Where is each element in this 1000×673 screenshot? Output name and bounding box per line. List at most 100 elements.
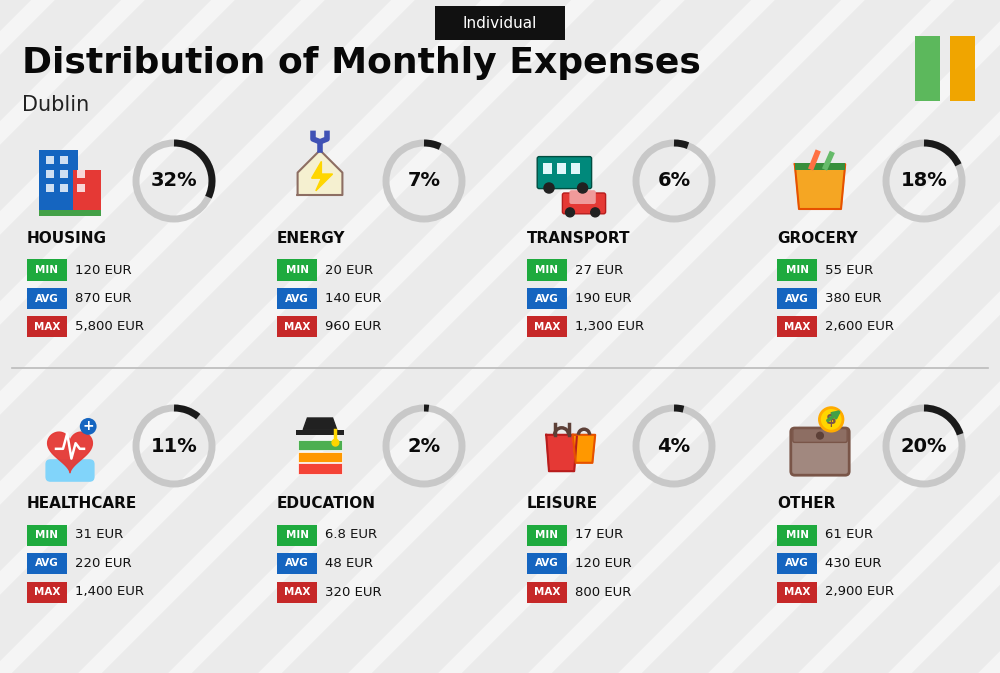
- FancyBboxPatch shape: [777, 288, 817, 309]
- Text: MAX: MAX: [784, 322, 810, 332]
- FancyBboxPatch shape: [27, 288, 67, 309]
- Text: AVG: AVG: [785, 559, 809, 569]
- Text: HEALTHCARE: HEALTHCARE: [27, 497, 137, 511]
- Polygon shape: [546, 435, 577, 471]
- FancyBboxPatch shape: [77, 170, 85, 178]
- Circle shape: [591, 208, 600, 217]
- FancyBboxPatch shape: [277, 524, 317, 546]
- Text: 190 EUR: 190 EUR: [575, 292, 632, 305]
- FancyBboxPatch shape: [298, 463, 342, 474]
- Text: MAX: MAX: [34, 322, 60, 332]
- FancyBboxPatch shape: [27, 316, 67, 337]
- FancyBboxPatch shape: [793, 429, 847, 442]
- Circle shape: [544, 183, 554, 193]
- Circle shape: [332, 439, 339, 446]
- FancyBboxPatch shape: [571, 164, 580, 174]
- FancyBboxPatch shape: [60, 170, 68, 178]
- FancyBboxPatch shape: [527, 581, 567, 602]
- FancyBboxPatch shape: [45, 459, 95, 482]
- Text: EDUCATION: EDUCATION: [277, 497, 376, 511]
- FancyBboxPatch shape: [277, 316, 317, 337]
- FancyBboxPatch shape: [27, 260, 67, 281]
- FancyBboxPatch shape: [298, 440, 342, 450]
- Polygon shape: [298, 150, 342, 195]
- Polygon shape: [573, 435, 595, 463]
- FancyBboxPatch shape: [791, 428, 849, 475]
- Text: MIN: MIN: [36, 530, 58, 540]
- FancyBboxPatch shape: [562, 193, 606, 214]
- FancyBboxPatch shape: [777, 316, 817, 337]
- FancyBboxPatch shape: [915, 36, 940, 100]
- FancyBboxPatch shape: [527, 524, 567, 546]
- Text: 2,900 EUR: 2,900 EUR: [825, 586, 894, 598]
- Text: MAX: MAX: [284, 587, 310, 597]
- Text: MAX: MAX: [784, 587, 810, 597]
- FancyBboxPatch shape: [277, 260, 317, 281]
- Text: 18%: 18%: [901, 172, 947, 190]
- Circle shape: [819, 408, 843, 431]
- Text: 800 EUR: 800 EUR: [575, 586, 631, 598]
- FancyBboxPatch shape: [46, 156, 54, 164]
- FancyBboxPatch shape: [777, 524, 817, 546]
- Text: TRANSPORT: TRANSPORT: [527, 232, 631, 246]
- Text: AVG: AVG: [535, 559, 559, 569]
- FancyBboxPatch shape: [777, 581, 817, 602]
- Polygon shape: [303, 418, 337, 430]
- Text: 61 EUR: 61 EUR: [825, 528, 873, 542]
- Text: HOUSING: HOUSING: [27, 232, 107, 246]
- Text: 6.8 EUR: 6.8 EUR: [325, 528, 377, 542]
- Text: 55 EUR: 55 EUR: [825, 264, 873, 277]
- FancyBboxPatch shape: [277, 553, 317, 574]
- FancyBboxPatch shape: [27, 581, 67, 602]
- Text: 140 EUR: 140 EUR: [325, 292, 382, 305]
- Text: 4%: 4%: [657, 437, 691, 456]
- FancyBboxPatch shape: [46, 184, 54, 192]
- FancyBboxPatch shape: [777, 260, 817, 281]
- Text: 31 EUR: 31 EUR: [75, 528, 123, 542]
- Text: $: $: [826, 412, 837, 427]
- Circle shape: [817, 432, 823, 439]
- FancyBboxPatch shape: [27, 524, 67, 546]
- Text: +: +: [82, 419, 94, 433]
- Text: MAX: MAX: [34, 587, 60, 597]
- Circle shape: [566, 208, 574, 217]
- FancyBboxPatch shape: [557, 164, 566, 174]
- Text: MIN: MIN: [286, 530, 309, 540]
- Text: Distribution of Monthly Expenses: Distribution of Monthly Expenses: [22, 46, 701, 80]
- Text: 320 EUR: 320 EUR: [325, 586, 382, 598]
- Text: 120 EUR: 120 EUR: [575, 557, 632, 570]
- Text: AVG: AVG: [35, 293, 59, 304]
- Text: OTHER: OTHER: [777, 497, 835, 511]
- Text: Individual: Individual: [463, 15, 537, 30]
- Text: 48 EUR: 48 EUR: [325, 557, 373, 570]
- FancyBboxPatch shape: [298, 452, 342, 462]
- Text: AVG: AVG: [35, 559, 59, 569]
- FancyBboxPatch shape: [39, 150, 78, 212]
- Text: AVG: AVG: [535, 293, 559, 304]
- Text: MIN: MIN: [786, 265, 809, 275]
- Text: 32%: 32%: [151, 172, 197, 190]
- Text: 380 EUR: 380 EUR: [825, 292, 882, 305]
- Text: AVG: AVG: [285, 293, 309, 304]
- FancyBboxPatch shape: [569, 190, 596, 204]
- FancyBboxPatch shape: [537, 157, 592, 188]
- Text: MAX: MAX: [284, 322, 310, 332]
- Text: 27 EUR: 27 EUR: [575, 264, 623, 277]
- Text: LEISURE: LEISURE: [527, 497, 598, 511]
- Text: 120 EUR: 120 EUR: [75, 264, 132, 277]
- FancyBboxPatch shape: [296, 430, 344, 435]
- Text: 5,800 EUR: 5,800 EUR: [75, 320, 144, 334]
- FancyBboxPatch shape: [543, 164, 552, 174]
- Text: 17 EUR: 17 EUR: [575, 528, 623, 542]
- Text: Dublin: Dublin: [22, 95, 89, 115]
- FancyBboxPatch shape: [277, 581, 317, 602]
- Text: MIN: MIN: [36, 265, 58, 275]
- Text: 7%: 7%: [408, 172, 440, 190]
- Text: 1,300 EUR: 1,300 EUR: [575, 320, 644, 334]
- Text: MIN: MIN: [786, 530, 809, 540]
- FancyBboxPatch shape: [73, 170, 101, 212]
- Text: ENERGY: ENERGY: [277, 232, 346, 246]
- Circle shape: [578, 183, 588, 193]
- Text: 6%: 6%: [657, 172, 691, 190]
- Text: 20 EUR: 20 EUR: [325, 264, 373, 277]
